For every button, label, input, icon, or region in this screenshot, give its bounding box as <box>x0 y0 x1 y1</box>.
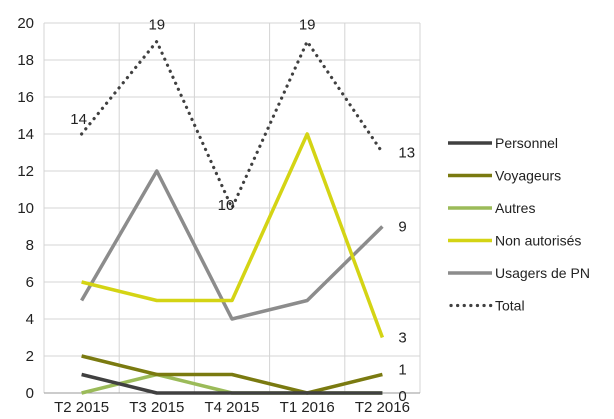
x-tick-label: T1 2016 <box>280 399 335 416</box>
legend-label: Usagers de PN <box>495 265 590 281</box>
y-tick-label: 16 <box>17 89 34 106</box>
y-tick-label: 14 <box>17 126 34 143</box>
series-line-autres <box>81 372 383 395</box>
x-tick-label: T2 2015 <box>54 399 109 416</box>
data-label: 19 <box>148 17 165 34</box>
legend-label: Voyageurs <box>495 168 561 184</box>
y-tick-label: 6 <box>26 274 34 291</box>
data-label: 0 <box>398 388 406 405</box>
data-label: 9 <box>398 219 406 236</box>
x-axis-ticks: T2 2015 T3 2015 T4 2015 T1 2016 T2 2016 <box>54 399 410 416</box>
y-tick-label: 0 <box>26 385 34 402</box>
y-tick-label: 12 <box>17 163 34 180</box>
y-tick-label: 20 <box>17 15 34 32</box>
series-lines <box>79 39 385 395</box>
series-line-voyageurs <box>81 354 383 395</box>
y-tick-label: 4 <box>26 311 34 328</box>
series-line-non-autoris-s <box>81 132 385 339</box>
x-tick-label: T3 2015 <box>129 399 184 416</box>
legend-label: Total <box>495 298 525 314</box>
series-line-personnel <box>81 372 383 395</box>
series-line-total <box>79 39 384 210</box>
x-tick-label: T4 2015 <box>204 399 259 416</box>
y-tick-label: 2 <box>26 348 34 365</box>
legend-label: Personnel <box>495 135 558 151</box>
y-tick-label: 8 <box>26 237 34 254</box>
data-label: 10 <box>218 197 235 214</box>
legend-label: Autres <box>495 200 535 216</box>
legend-label: Non autorisés <box>495 233 581 249</box>
y-tick-label: 10 <box>17 200 34 217</box>
data-label: 1 <box>398 362 406 379</box>
legend: Personnel Voyageurs Autres Non autorisés Usa… <box>448 135 590 314</box>
x-tick-label: T2 2016 <box>355 399 410 416</box>
data-label: 14 <box>70 111 87 128</box>
y-axis-ticks: 0 2 4 6 8 10 12 14 16 18 20 <box>17 15 34 402</box>
y-tick-label: 18 <box>17 52 34 69</box>
series-line-usagers-de-pn <box>80 169 384 321</box>
data-label: 3 <box>398 330 406 347</box>
data-label: 19 <box>299 17 316 34</box>
data-label: 13 <box>398 145 415 162</box>
